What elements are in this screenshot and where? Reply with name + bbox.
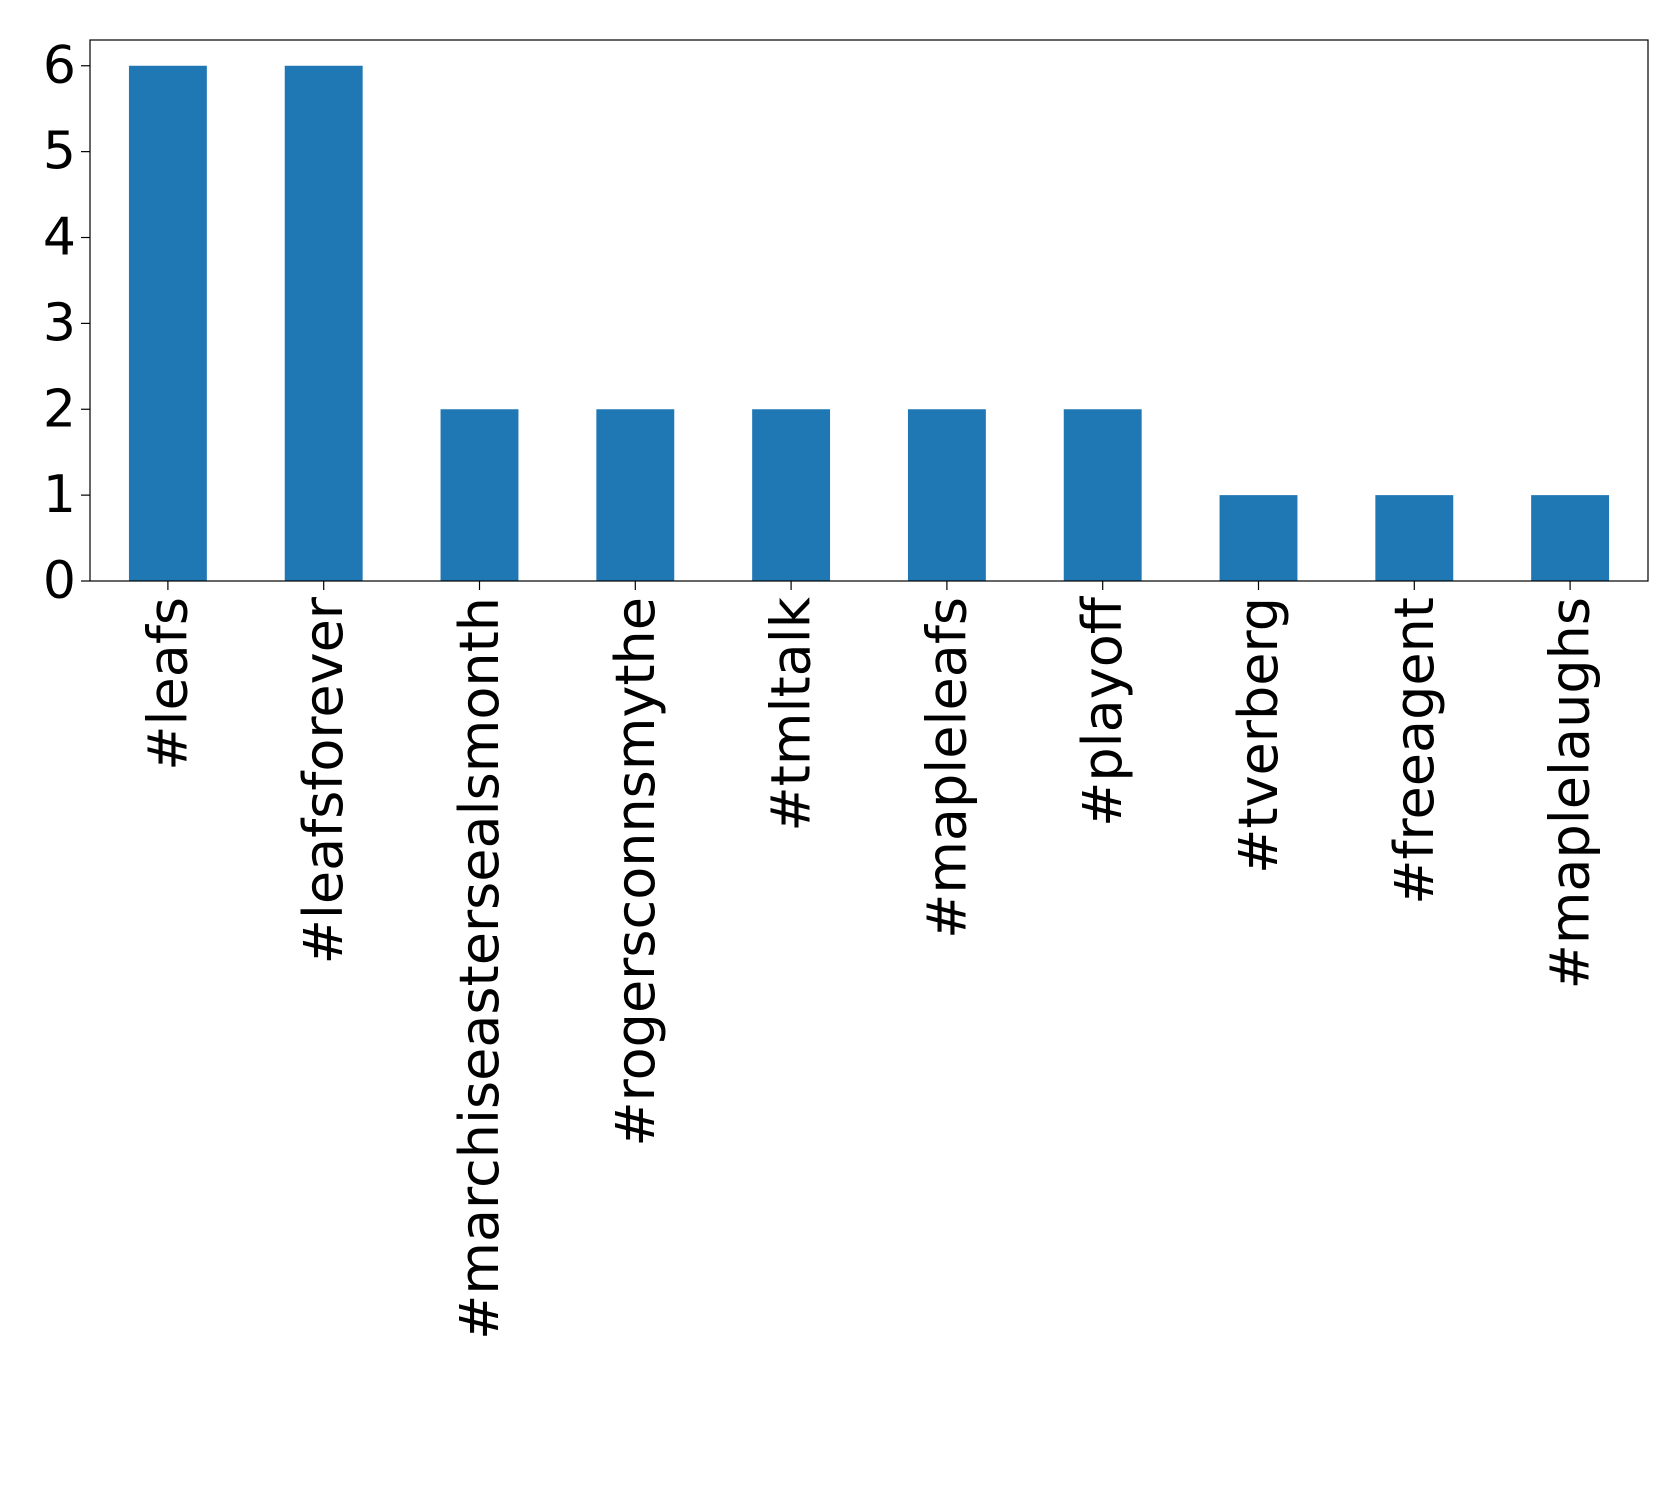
axes-frame [89,39,1649,582]
y-tick-label: 4 [43,208,76,268]
x-tick-label: #rogersconnsmythe [604,597,667,1147]
bar [1219,495,1298,581]
bar [907,409,986,581]
y-tick-label: 1 [43,465,76,525]
y-tick-label: 5 [43,122,76,182]
x-tick-label: #mapleleafs [915,597,978,939]
bar [752,409,831,581]
x-tick-label: #playoff [1071,595,1134,827]
bar [1063,409,1142,581]
y-tick-label: 2 [43,379,76,439]
bar [1375,495,1454,581]
x-tick-label: #tverberg [1227,597,1290,874]
bar [128,65,207,581]
y-tick-label: 0 [43,551,76,611]
x-tick-label: #tmltalk [760,596,823,831]
x-tick-label: #marchiseastersealsmonth [448,597,511,1340]
bar [1531,495,1610,581]
bar [440,409,519,581]
x-tick-label: #leafsforever [292,596,355,964]
y-tick-label: 6 [43,36,76,96]
x-tick-label: #leafs [136,597,199,771]
bar [284,65,363,581]
y-tick-label: 3 [43,293,76,353]
bar [596,409,675,581]
x-tick-label: #freeagent [1383,597,1446,905]
x-tick-label: #maplelaughs [1539,597,1602,989]
